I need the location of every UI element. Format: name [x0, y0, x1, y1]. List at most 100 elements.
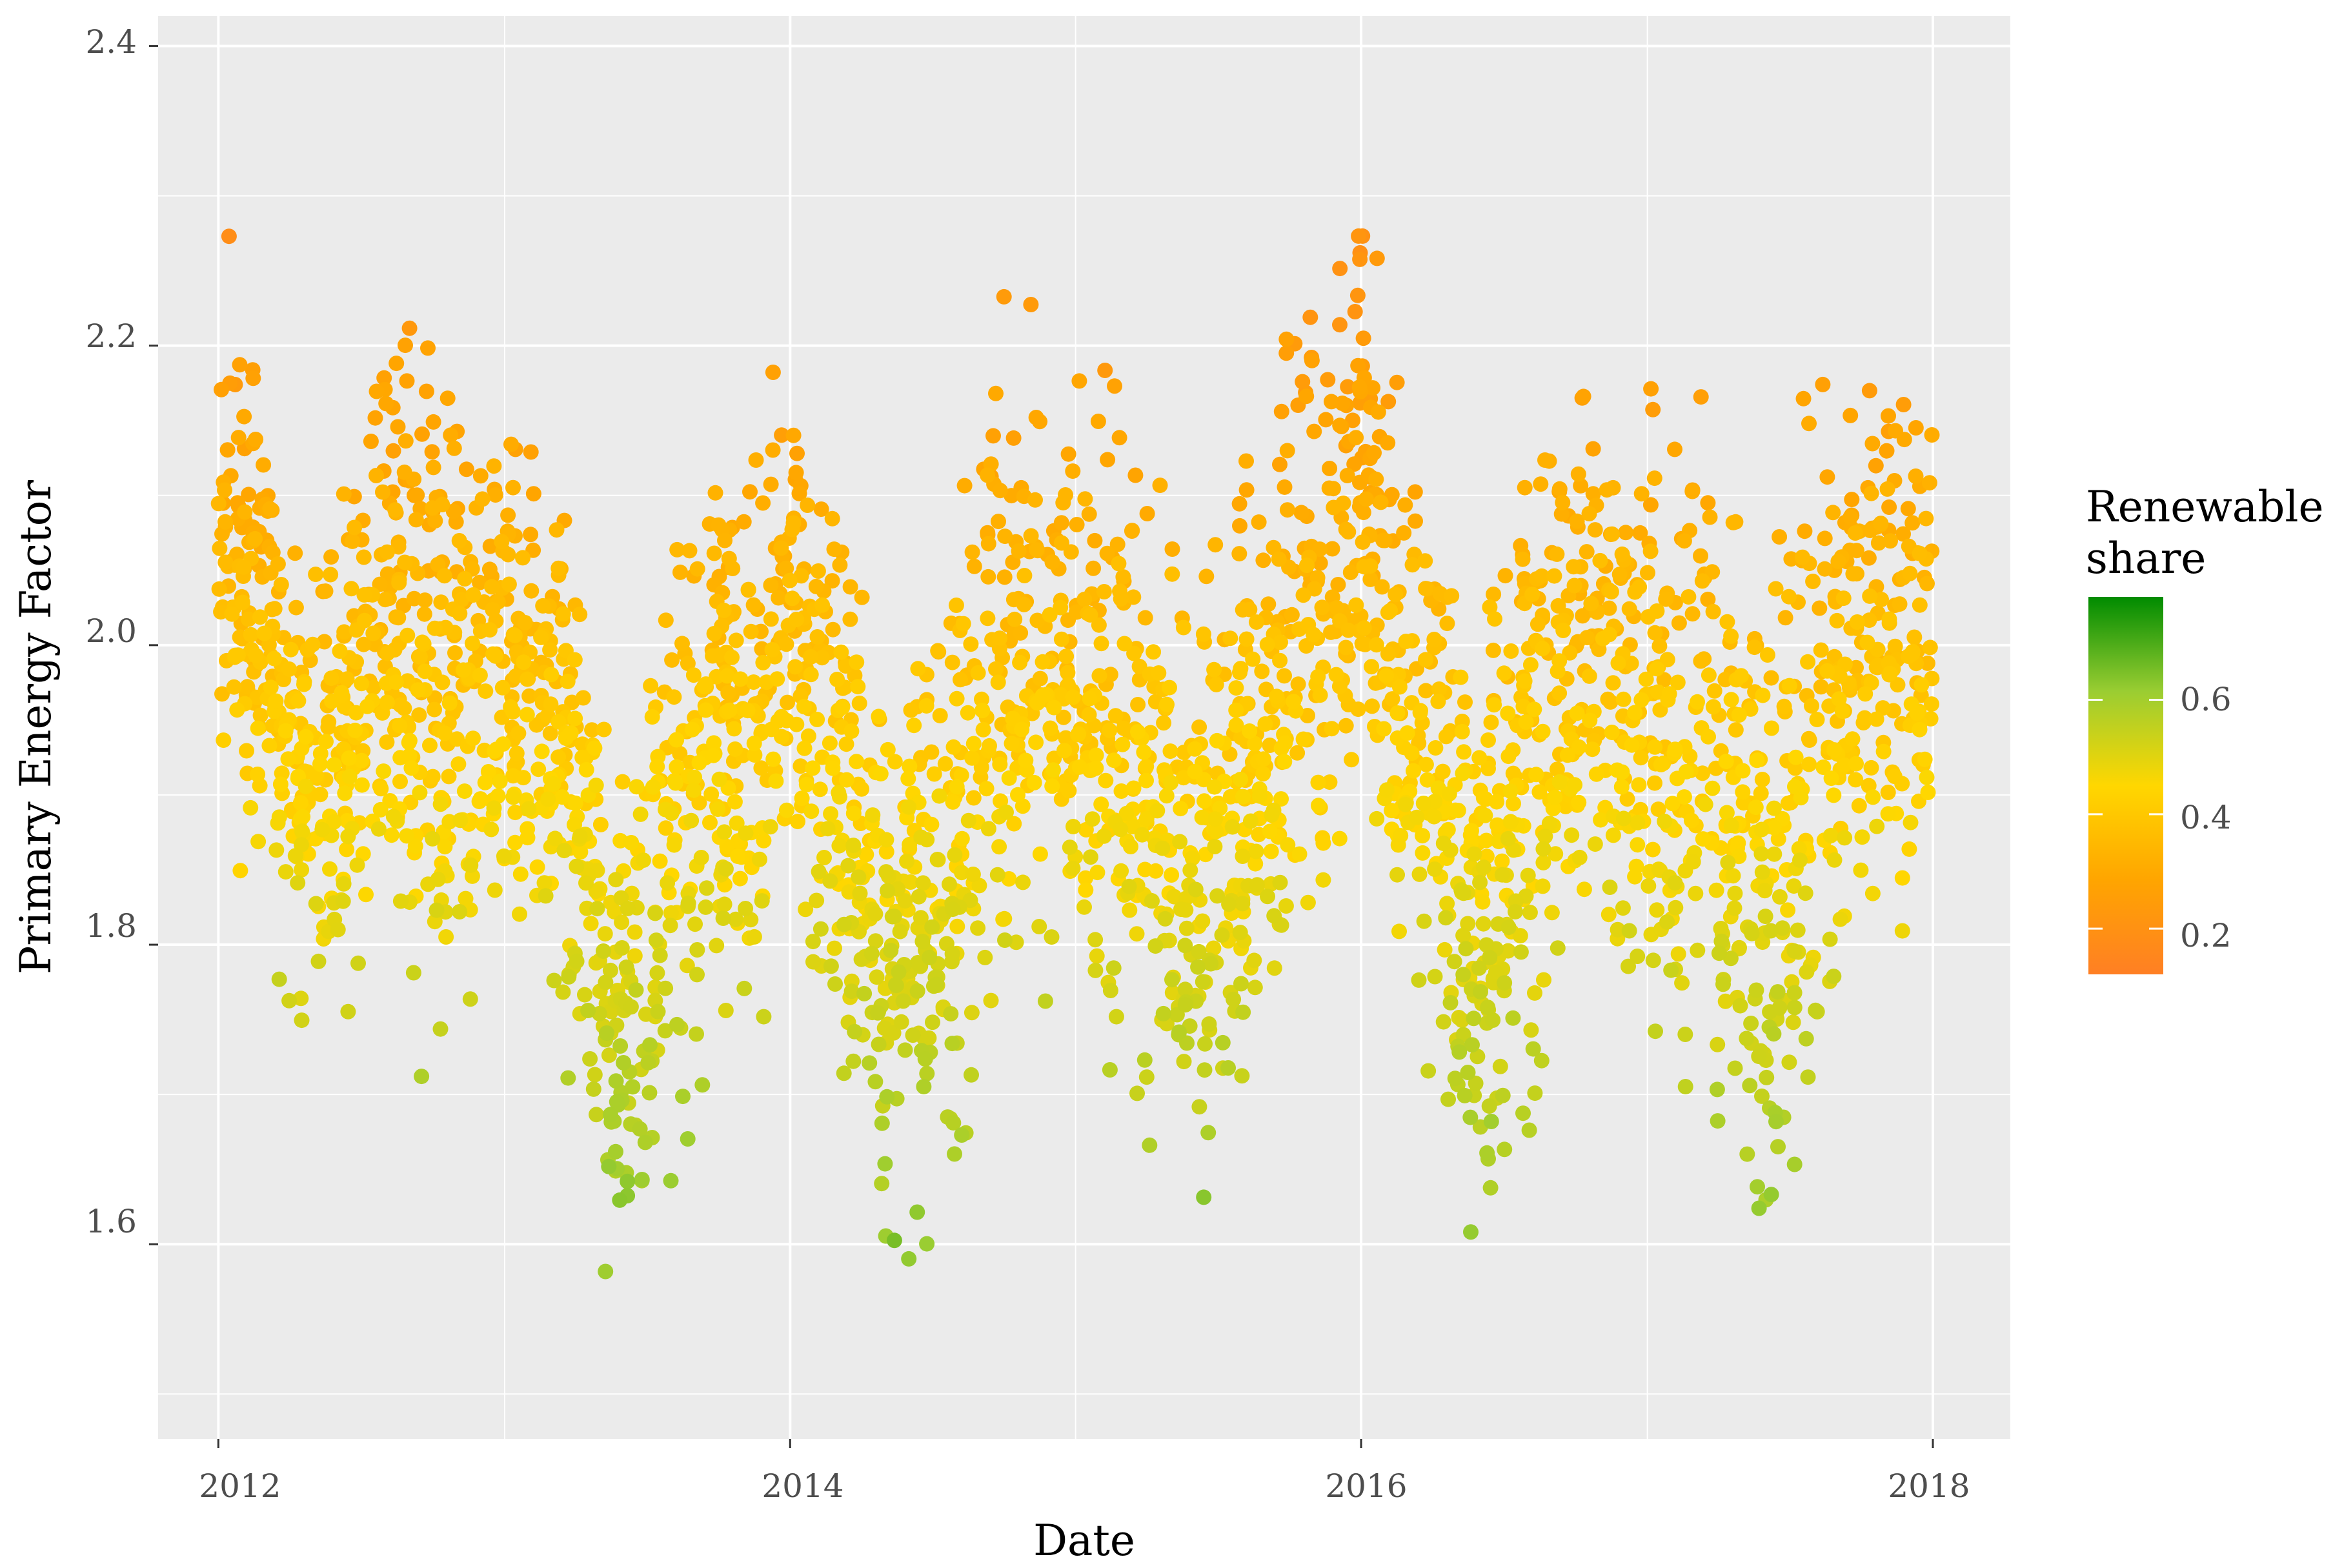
data-point: [1016, 568, 1033, 583]
data-point: [1178, 920, 1195, 936]
data-point: [1864, 436, 1881, 452]
data-point: [369, 383, 385, 399]
data-point: [689, 561, 705, 577]
data-point: [441, 769, 457, 785]
data-point: [1206, 940, 1222, 956]
data-point: [771, 590, 787, 606]
data-point: [716, 602, 732, 618]
data-point: [1733, 668, 1749, 684]
data-point: [964, 544, 980, 560]
data-point: [1166, 889, 1182, 905]
data-point: [1786, 1156, 1803, 1172]
scatter-points: [210, 228, 1940, 1280]
data-point: [1206, 661, 1222, 678]
data-point: [1089, 948, 1105, 964]
data-point: [1694, 573, 1710, 589]
data-point: [854, 781, 870, 797]
data-point: [1500, 943, 1516, 959]
data-point: [798, 776, 814, 792]
data-point: [1727, 1060, 1743, 1076]
data-point: [1324, 541, 1340, 557]
data-point: [379, 645, 396, 661]
data-point: [1701, 729, 1716, 745]
data-point: [1645, 401, 1661, 417]
data-point: [584, 722, 600, 738]
data-point: [632, 1121, 648, 1137]
data-point: [583, 916, 599, 932]
data-point: [596, 721, 612, 738]
data-point: [620, 900, 636, 916]
data-point: [487, 743, 503, 759]
data-point: [820, 821, 836, 837]
data-point: [803, 649, 819, 665]
data-point: [1466, 846, 1482, 862]
data-point: [1535, 841, 1551, 857]
data-point: [785, 515, 802, 531]
data-point: [1260, 596, 1277, 612]
data-point: [412, 785, 428, 801]
data-point: [388, 674, 404, 690]
data-point: [1248, 843, 1264, 859]
data-point: [1326, 481, 1341, 497]
data-point: [1583, 596, 1599, 612]
data-point: [765, 442, 781, 458]
data-point: [1462, 1109, 1479, 1125]
data-point: [886, 1232, 902, 1249]
data-point: [1190, 959, 1206, 975]
data-point: [335, 893, 351, 909]
data-point: [1254, 663, 1270, 679]
x-axis-label: Date: [1033, 1516, 1135, 1565]
data-point: [445, 503, 461, 519]
data-point: [1262, 738, 1278, 753]
data-point: [492, 773, 508, 789]
data-point: [805, 954, 821, 970]
data-point: [1645, 952, 1661, 969]
data-point: [1475, 859, 1491, 876]
data-point: [658, 612, 674, 628]
data-point: [1819, 469, 1835, 485]
data-point: [1621, 923, 1637, 939]
data-point: [745, 597, 762, 613]
data-point: [790, 814, 805, 830]
data-point: [1278, 345, 1295, 361]
data-point: [685, 782, 702, 798]
data-point: [1342, 565, 1358, 580]
data-point: [505, 479, 521, 496]
data-point: [991, 514, 1006, 530]
data-point: [1592, 552, 1608, 568]
data-point: [669, 732, 685, 748]
data-point: [1389, 374, 1405, 390]
data-point: [1078, 870, 1093, 886]
data-point: [1551, 774, 1568, 790]
data-point: [538, 888, 554, 904]
data-point: [1231, 546, 1247, 562]
data-point: [1454, 723, 1470, 739]
data-point: [1091, 668, 1107, 684]
data-point: [641, 1085, 658, 1101]
data-point: [1262, 823, 1278, 839]
data-point: [1813, 642, 1829, 658]
data-point: [1633, 486, 1650, 502]
data-point: [1515, 551, 1531, 567]
data-point: [1843, 509, 1859, 525]
data-point: [1339, 468, 1355, 483]
data-point: [1777, 610, 1793, 626]
data-point: [1479, 937, 1495, 953]
data-point: [1900, 501, 1916, 517]
data-point: [1482, 950, 1498, 966]
data-point: [1825, 505, 1841, 521]
data-point: [827, 940, 842, 956]
data-point: [1831, 691, 1847, 707]
data-point: [1835, 590, 1852, 607]
data-point: [1525, 1041, 1541, 1057]
data-point: [1670, 674, 1686, 690]
data-point: [774, 427, 790, 443]
data-point: [1848, 772, 1864, 788]
data-point: [1763, 670, 1779, 686]
data-point: [1535, 723, 1551, 739]
data-point: [1340, 379, 1356, 395]
data-point: [699, 880, 714, 896]
data-point: [1500, 920, 1517, 936]
data-point: [991, 839, 1007, 855]
data-point: [1600, 691, 1616, 707]
